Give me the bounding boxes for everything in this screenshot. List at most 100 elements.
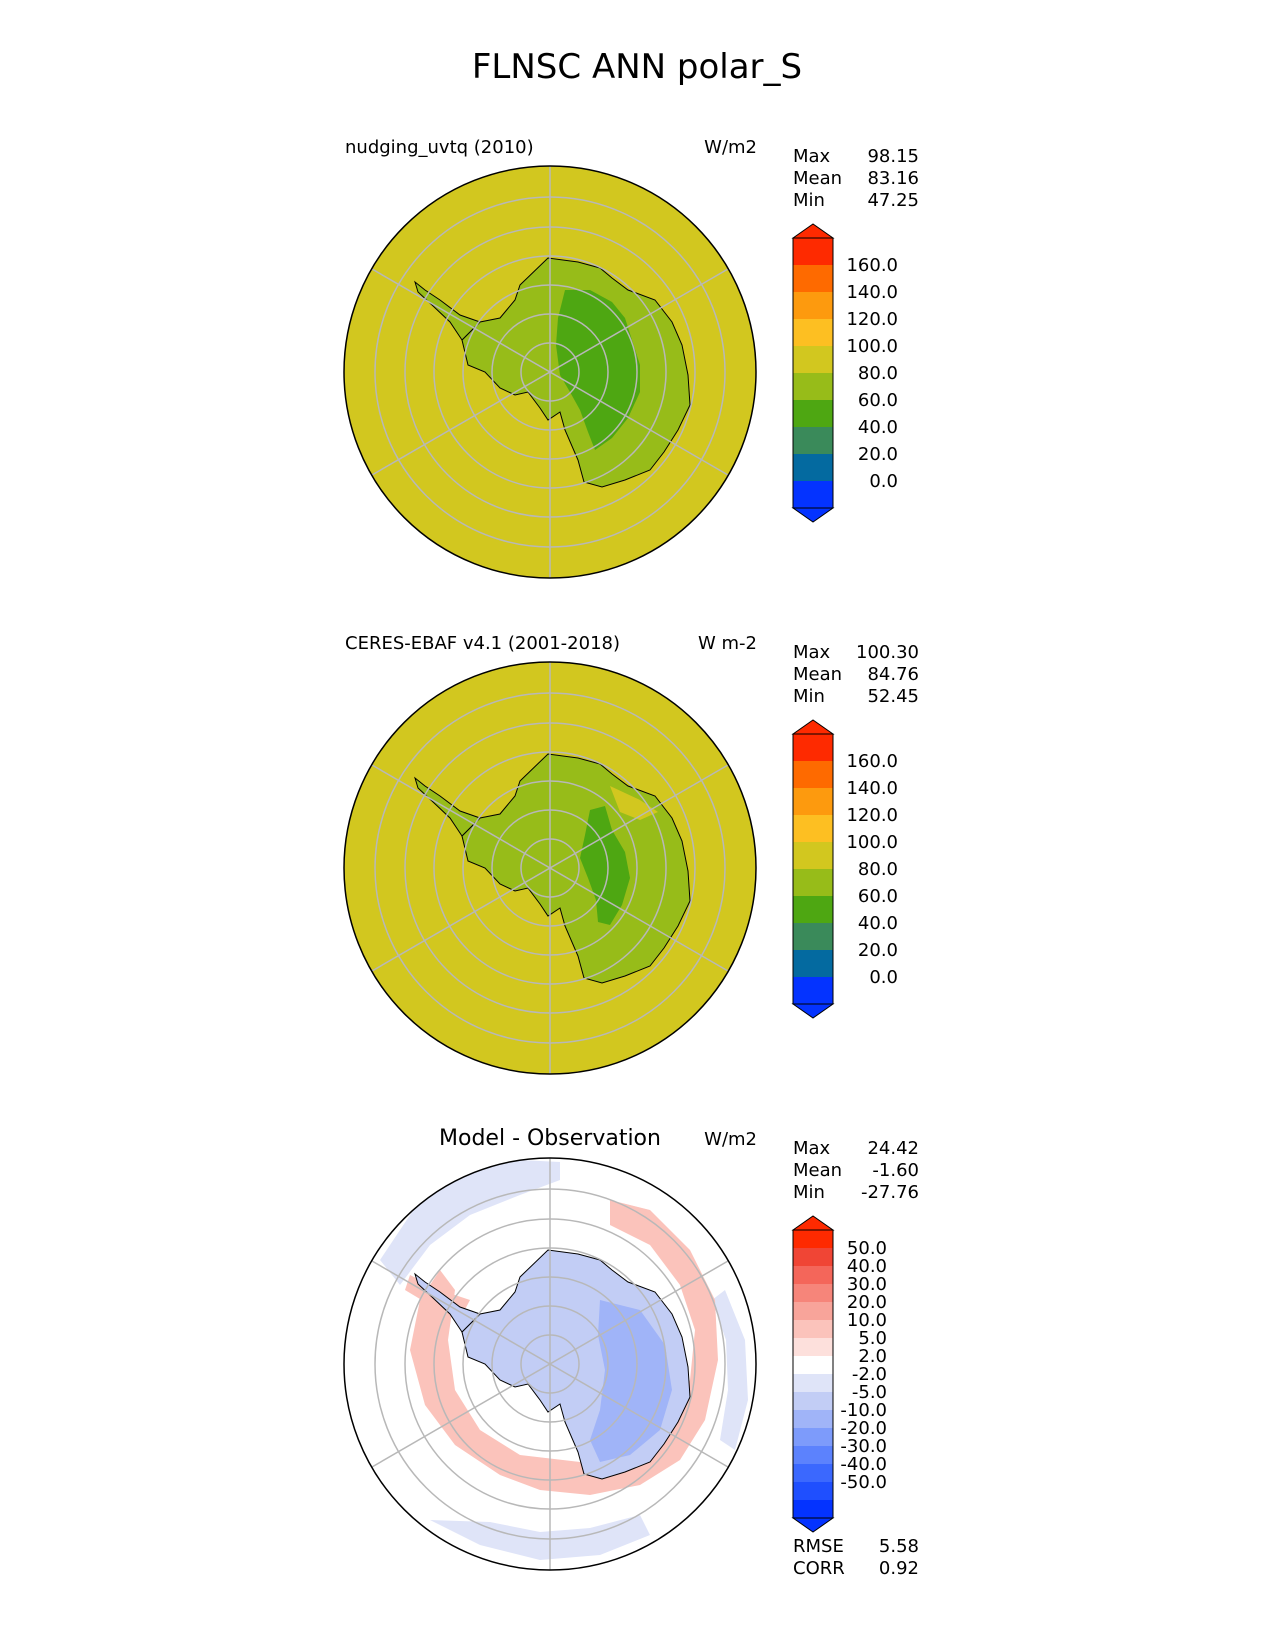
stat-label: Max (793, 146, 831, 167)
colorbar-extend-bottom (791, 507, 835, 523)
colorbar-bin (793, 1266, 833, 1284)
colorbar-bin (793, 950, 833, 977)
colorbar-tick-label: 60.0 (858, 390, 898, 411)
colorbar-bin (793, 1428, 833, 1446)
colorbar-tick-label: 20.0 (858, 444, 898, 465)
colorbar-tick-label: 60.0 (858, 886, 898, 907)
stat-value: 24.42 (867, 1138, 919, 1159)
metric-value: 0.92 (879, 1558, 919, 1579)
colorbar-bin (793, 1248, 833, 1266)
colorbar-tick-label: 140.0 (846, 778, 898, 799)
panel-title-left: CERES-EBAF v4.1 (2001-2018) (345, 633, 620, 654)
colorbar-tick-label: 120.0 (846, 309, 898, 330)
metric-label: CORR (793, 1558, 845, 1579)
polar-map (343, 661, 757, 1075)
metric-value: 5.58 (879, 1536, 919, 1557)
colorbar: 50.0 40.0 30.0 20.0 10.0 5.0 2.0 -2.0 -5… (791, 1215, 887, 1533)
colorbar-bin (793, 292, 833, 319)
colorbar-bin (793, 265, 833, 292)
colorbar-bin (793, 238, 833, 265)
stat-value: 98.15 (867, 146, 919, 167)
colorbar-tick-label: -20.0 (840, 1418, 887, 1439)
stat-value: 47.25 (867, 190, 919, 211)
panel-diff: Model - Observation W/m2 Max 24.42 Mean … (343, 1126, 919, 1579)
map-boundary (343, 1157, 757, 1571)
colorbar-bin (793, 454, 833, 481)
colorbar-bin (793, 788, 833, 815)
colorbar-tick-label: 40.0 (847, 1256, 887, 1277)
colorbar-bin (793, 1374, 833, 1392)
diff-blue-outer (380, 1160, 560, 1285)
colorbar-tick-label: 30.0 (847, 1274, 887, 1295)
stat-value: 100.30 (856, 642, 919, 663)
stat-value: 52.45 (867, 686, 919, 707)
panel-title-center: Model - Observation (439, 1126, 661, 1151)
colorbar-tick-label: 0.0 (869, 471, 898, 492)
colorbar-bin (793, 1410, 833, 1428)
colorbar: 160.0 140.0 120.0 100.0 80.0 60.0 40.0 2… (791, 223, 898, 523)
colorbar-bin (793, 1482, 833, 1500)
panel-title-left: nudging_uvtq (2010) (345, 137, 534, 158)
colorbar-tick-label: 50.0 (847, 1238, 887, 1259)
colorbar-bin (793, 1230, 833, 1248)
colorbar-extend-bottom (791, 1003, 835, 1019)
peninsula-field (414, 776, 481, 837)
stat-label: Mean (793, 168, 842, 189)
stat-value: 83.16 (867, 168, 919, 189)
colorbar-tick-label: 160.0 (846, 751, 898, 772)
colorbar-tick-label: -2.0 (852, 1364, 887, 1385)
map-boundary (343, 661, 757, 1075)
stat-label: Min (793, 1182, 825, 1203)
figure-title: FLNSC ANN polar_S (472, 47, 802, 87)
ice-shelf-field (610, 786, 658, 820)
colorbar-bin (793, 842, 833, 869)
colorbar-bin (793, 1464, 833, 1482)
stats-block: Max 98.15 Mean 83.16 Min 47.25 (793, 146, 919, 211)
metric-label: RMSE (793, 1536, 844, 1557)
colorbar-extend-top (791, 1215, 835, 1231)
colorbar-tick-label: 100.0 (846, 832, 898, 853)
polar-map (343, 165, 757, 579)
colorbar-bin (793, 977, 833, 1004)
stat-value: -1.60 (872, 1160, 919, 1181)
colorbar-bin (793, 319, 833, 346)
colorbar-extend-top (791, 719, 835, 735)
stats-block: Max 24.42 Mean -1.60 Min -27.76 (793, 1138, 919, 1203)
colorbar-bin (793, 761, 833, 788)
stat-label: Max (793, 642, 831, 663)
colorbar-tick-label: 20.0 (847, 1292, 887, 1313)
colorbar-tick-label: 80.0 (858, 859, 898, 880)
colorbar-bin (793, 1302, 833, 1320)
colorbar-bin (793, 923, 833, 950)
colorbar-tick-label: 10.0 (847, 1310, 887, 1331)
panel-reference: CERES-EBAF v4.1 (2001-2018) W m-2 Max 10… (343, 633, 919, 1075)
stat-label: Min (793, 686, 825, 707)
map-boundary (343, 165, 757, 579)
colorbar-tick-label: 40.0 (858, 913, 898, 934)
colorbar-bin (793, 1338, 833, 1356)
colorbar-bin (793, 1320, 833, 1338)
colorbar-tick-label: 140.0 (846, 282, 898, 303)
metrics-block: RMSE 5.58 CORR 0.92 (793, 1536, 919, 1579)
colorbar-tick-label: 80.0 (858, 363, 898, 384)
colorbar: 160.0 140.0 120.0 100.0 80.0 60.0 40.0 2… (791, 719, 898, 1019)
colorbar-bin (793, 1284, 833, 1302)
colorbar-bin (793, 481, 833, 508)
plateau-field (580, 806, 630, 925)
colorbar-tick-label: 100.0 (846, 336, 898, 357)
stat-label: Min (793, 190, 825, 211)
colorbar-tick-label: -5.0 (852, 1382, 887, 1403)
colorbar-tick-label: -30.0 (840, 1436, 887, 1457)
colorbar-bin (793, 400, 833, 427)
colorbar-tick-label: 40.0 (858, 417, 898, 438)
colorbar-bin (793, 373, 833, 400)
colorbar-bin (793, 1446, 833, 1464)
colorbar-frame (792, 733, 834, 1005)
colorbar-bin (793, 815, 833, 842)
colorbar-tick-label: -40.0 (840, 1454, 887, 1475)
colorbar-frame (792, 1229, 834, 1519)
stat-label: Mean (793, 1160, 842, 1181)
panel-test: nudging_uvtq (2010) W/m2 Max 98.15 Mean … (343, 137, 919, 579)
plateau-field (556, 290, 640, 450)
